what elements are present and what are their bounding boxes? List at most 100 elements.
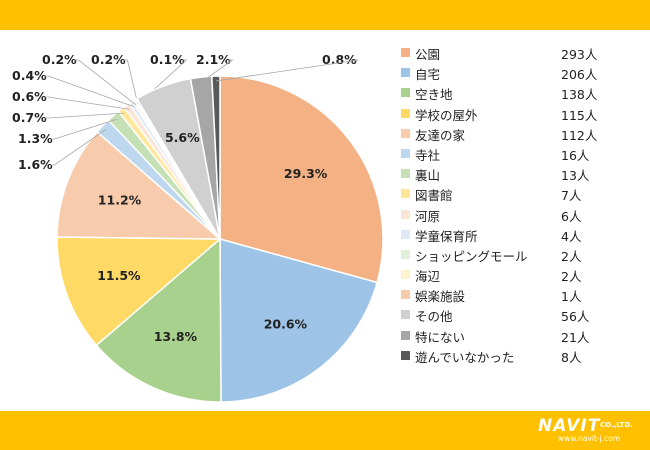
legend-label: 特にない	[415, 329, 466, 345]
slice-label: 11.5%	[97, 268, 141, 283]
legend-count: 21人	[561, 329, 590, 345]
legend-swatch	[401, 290, 410, 300]
legend-swatch	[401, 169, 410, 179]
legend-label: 裏山	[415, 168, 441, 184]
legend-item: 裏山 13人	[401, 165, 641, 185]
legend-count: 293人	[561, 47, 598, 62]
slice-label: 0.6%	[12, 89, 47, 104]
legend-swatch	[401, 330, 410, 340]
legend-swatch	[401, 189, 410, 199]
pie-chart: 29.3% 20.6% 13.8% 11.5% 11.2% 1.6% 1.3% 0.7% 0.6…	[12, 52, 384, 403]
company-logo: NAVIT CO.,LTD. www.navit-j.com	[538, 416, 644, 446]
legend: 公園 293人自宅 206人空き地 138人学校の屋外 115人友達の家 112人寺社 16…	[401, 44, 641, 367]
leader-line	[74, 59, 137, 106]
legend-item: その他 56人	[401, 306, 641, 326]
legend-swatch	[401, 229, 410, 239]
legend-label: 友達の家	[415, 127, 466, 143]
legend-swatch	[401, 310, 410, 320]
legend-count: 2人	[561, 269, 582, 285]
legend-swatch	[401, 148, 410, 158]
legend-label: 空き地	[415, 87, 453, 103]
legend-swatch	[401, 270, 410, 280]
logo-suffix: CO.,LTD.	[600, 421, 633, 429]
legend-count: 7人	[561, 188, 582, 204]
legend-item: 特にない 21人	[401, 327, 641, 347]
slice-label: 0.2%	[91, 52, 126, 67]
pie-slice	[56, 236, 222, 347]
legend-swatch	[401, 68, 410, 78]
pie-slice	[211, 75, 221, 240]
bottom-banner	[0, 411, 650, 450]
legend-label: 海辺	[415, 269, 441, 285]
legend-label: 自宅	[415, 67, 441, 83]
legend-item: 公園 293人	[401, 44, 641, 64]
legend-count: 16人	[561, 147, 590, 163]
legend-label: 河原	[415, 208, 441, 224]
legend-label: 寺社	[415, 147, 441, 163]
legend-swatch	[401, 128, 410, 138]
top-banner	[0, 0, 650, 30]
slice-label: 1.3%	[18, 131, 53, 146]
legend-item: 海辺 2人	[401, 266, 641, 286]
legend-label: 娯楽施設	[415, 289, 466, 305]
legend-count: 138人	[561, 87, 598, 103]
legend-count: 1人	[561, 289, 582, 305]
legend-item: 自宅 206人	[401, 64, 641, 84]
leader-line	[44, 112, 125, 119]
legend-label: 学校の屋外	[415, 107, 478, 123]
legend-count: 4人	[561, 228, 582, 244]
legend-swatch	[401, 48, 410, 57]
legend-item: 学童保育所 4人	[401, 226, 641, 246]
legend-swatch	[401, 209, 410, 219]
legend-item: 空き地 138人	[401, 84, 641, 104]
slice-label: 0.7%	[12, 110, 47, 125]
legend-label: その他	[415, 309, 453, 325]
slice-label: 0.4%	[12, 68, 47, 83]
leader-line	[50, 119, 117, 140]
legend-count: 2人	[561, 248, 582, 264]
legend-count: 112人	[561, 127, 598, 143]
leader-line	[44, 96, 130, 110]
legend-item: 図書館 7人	[401, 185, 641, 205]
legend-count: 6人	[561, 208, 582, 224]
legend-count: 13人	[561, 168, 590, 184]
legend-item: 友達の家 112人	[401, 125, 641, 145]
legend-label: 遊んでいなかった	[415, 349, 515, 365]
slice-label: 0.1%	[150, 52, 185, 67]
legend-item: 寺社 16人	[401, 145, 641, 165]
leader-line	[50, 128, 107, 166]
legend-count: 115人	[561, 107, 598, 123]
pie-slice	[219, 75, 384, 284]
legend-swatch	[401, 350, 410, 360]
legend-label: ショッピングモール	[415, 248, 528, 264]
pie-slice	[219, 238, 379, 403]
legend-swatch	[401, 249, 410, 259]
slice-label: 5.6%	[165, 130, 200, 145]
legend-count: 206人	[561, 67, 598, 83]
legend-swatch	[401, 88, 410, 98]
pie-slice	[56, 130, 223, 240]
slice-label: 11.2%	[98, 193, 142, 208]
slice-label: 0.2%	[42, 52, 77, 67]
leader-line	[123, 59, 139, 105]
slice-label: 13.8%	[154, 329, 198, 344]
legend-swatch	[401, 108, 410, 118]
legend-label: 図書館	[415, 188, 453, 204]
leader-line	[201, 59, 234, 83]
slice-label: 1.6%	[18, 157, 53, 172]
logo-url: www.navit-j.com	[558, 434, 621, 443]
legend-label: 学童保育所	[415, 228, 478, 244]
leader-line	[215, 59, 359, 82]
legend-item: 学校の屋外 115人	[401, 105, 641, 125]
slice-label: 2.1%	[196, 52, 231, 67]
legend-item: 娯楽施設 1人	[401, 286, 641, 306]
legend-item: 河原 6人	[401, 206, 641, 226]
legend-label: 公園	[415, 47, 441, 62]
logo-text: NAVIT	[538, 416, 601, 436]
slice-label: 0.8%	[322, 52, 357, 67]
slice-label: 20.6%	[264, 316, 308, 331]
leader-line	[44, 75, 134, 107]
legend-item: 遊んでいなかった 8人	[401, 347, 641, 367]
legend-count: 8人	[561, 349, 582, 365]
legend-item: ショッピングモール 2人	[401, 246, 641, 266]
